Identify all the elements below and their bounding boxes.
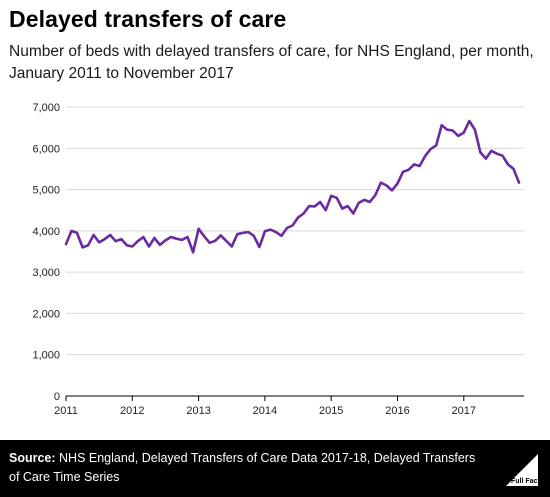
y-tick-label: 2,000 xyxy=(32,308,60,320)
chart-subtitle: Number of beds with delayed transfers of… xyxy=(9,43,534,82)
x-tick-label: 2012 xyxy=(120,405,144,417)
y-tick-label: 1,000 xyxy=(32,350,60,362)
logo-text: Full Fact xyxy=(511,478,540,485)
y-tick-label: 5,000 xyxy=(32,185,60,197)
x-tick-label: 2015 xyxy=(319,405,343,417)
x-tick-label: 2017 xyxy=(452,405,476,417)
y-tick-label: 3,000 xyxy=(32,267,60,279)
chart-title: Delayed transfers of care xyxy=(9,6,287,32)
x-tick-label: 2011 xyxy=(54,405,78,417)
y-tick-label: 4,000 xyxy=(32,226,60,238)
y-tick-label: 6,000 xyxy=(32,143,60,155)
source-label: Source: xyxy=(9,451,56,465)
x-tick-label: 2014 xyxy=(253,405,277,417)
footer: Source: NHS England, Delayed Transfers o… xyxy=(0,440,550,497)
x-tick-label: 2013 xyxy=(186,405,210,417)
line-chart: 0 1,000 2,000 3,000 4,000 5,000 6,000 7,000 2011… xyxy=(32,102,524,417)
full-fact-logo-icon: Full Fact xyxy=(506,454,540,486)
series-line xyxy=(64,119,521,254)
y-tick-label: 7,000 xyxy=(32,102,60,114)
source-text: NHS England, Delayed Transfers of Care D… xyxy=(9,451,476,484)
y-tick-label: 0 xyxy=(54,391,60,403)
source-note: Source: NHS England, Delayed Transfers o… xyxy=(9,449,489,487)
x-tick-label: 2016 xyxy=(385,405,409,417)
